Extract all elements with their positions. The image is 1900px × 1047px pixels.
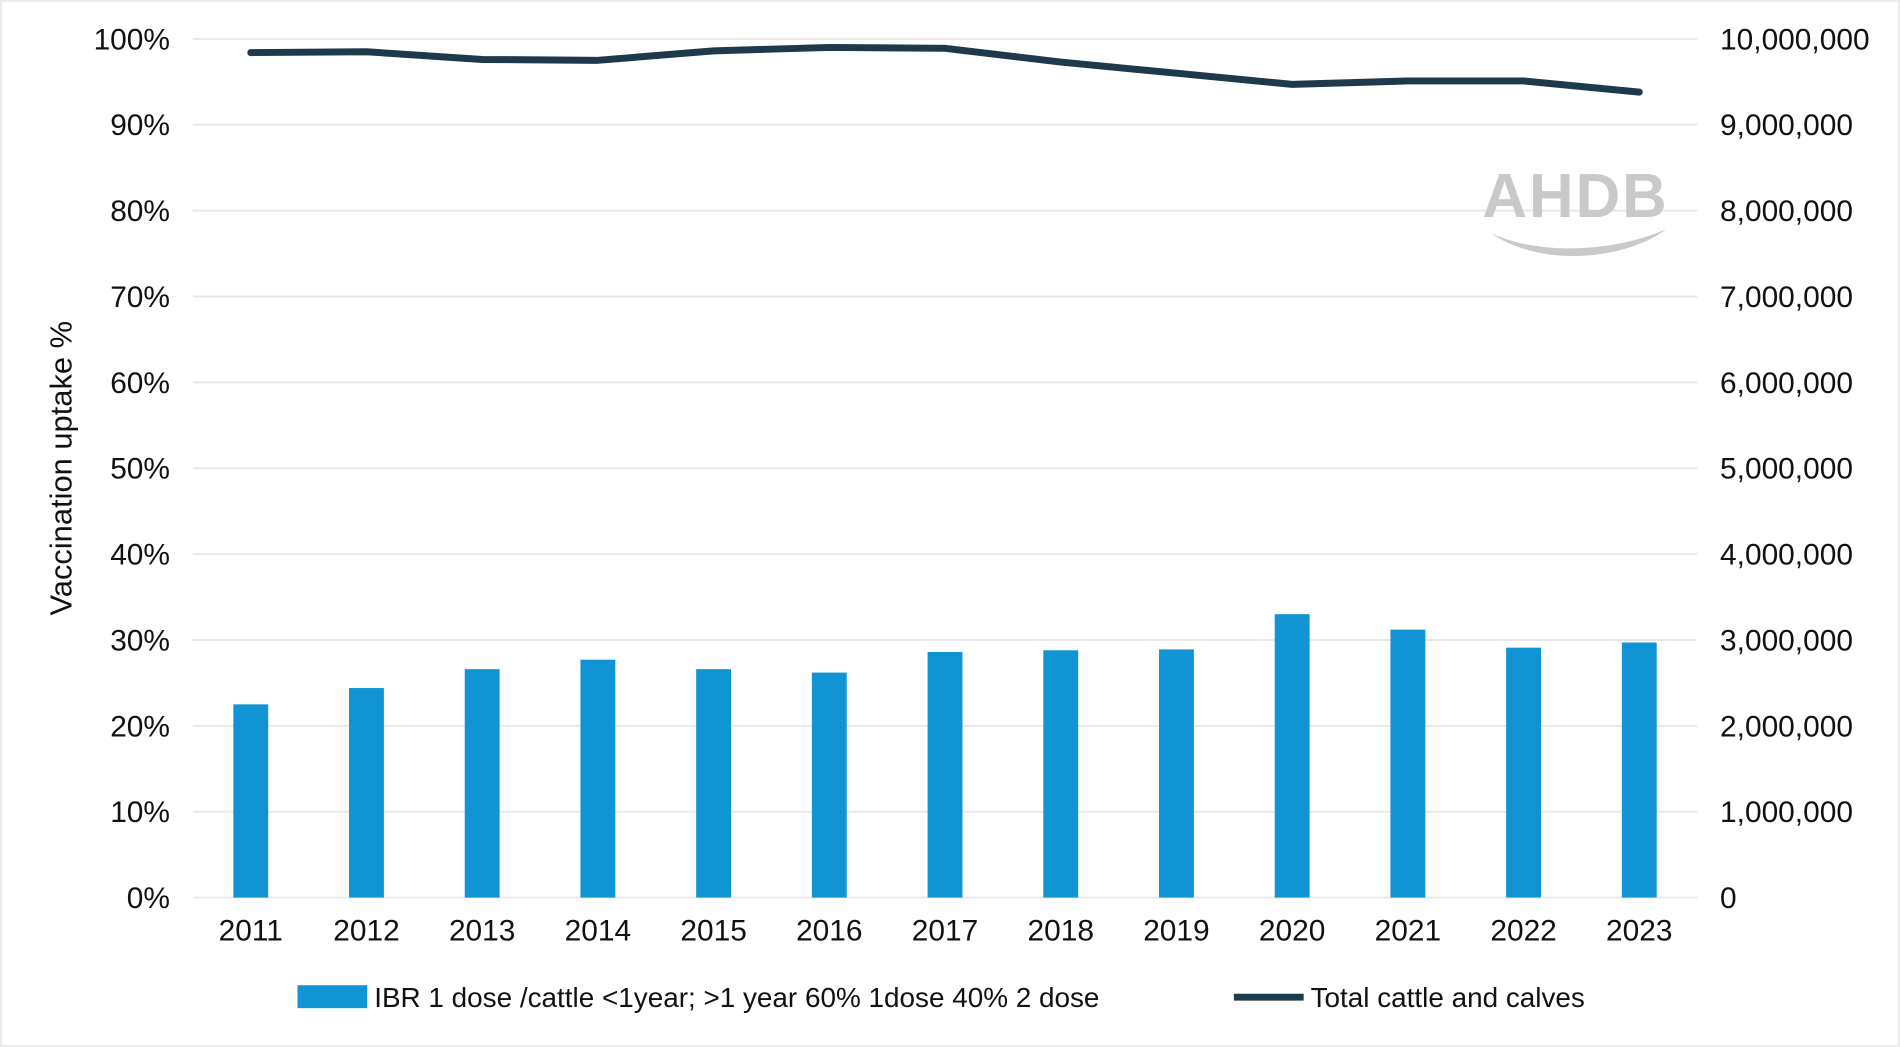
bar [1506, 647, 1542, 898]
gridlines [192, 37, 1698, 899]
x-axis-tick-label: 2023 [1606, 914, 1672, 947]
y-axis-left-tick-label: 50% [110, 453, 170, 486]
y-axis-right-tick-label: 8,000,000 [1720, 195, 1853, 228]
x-axis-tick-label: 2015 [680, 914, 746, 947]
y-axis-left-tick-label: 0% [127, 882, 170, 915]
y-axis-right-tick-label: 0 [1720, 882, 1737, 915]
x-axis-tick-label: 2016 [796, 914, 862, 947]
x-axis-labels: 2011 2012 2013 2014 2015 2016 2017 2018 2019 2020… [219, 914, 1673, 947]
y-axis-left-tick-label: 20% [110, 710, 170, 743]
watermark-swoosh-icon [1490, 229, 1667, 257]
watermark-text: AHDB [1482, 162, 1668, 231]
y-axis-right-tick-label: 7,000,000 [1720, 281, 1853, 314]
y-axis-right-tick-label: 6,000,000 [1720, 367, 1853, 400]
y-axis-left-tick-label: 80% [110, 195, 170, 228]
bar [811, 672, 847, 898]
x-axis-tick-label: 2017 [912, 914, 978, 947]
y-axis-left-tick-label: 60% [110, 367, 170, 400]
bar [580, 659, 616, 898]
legend-line-label: Total cattle and calves [1311, 982, 1585, 1013]
y-axis-right-tick-label: 1,000,000 [1720, 796, 1853, 829]
x-axis-tick-label: 2019 [1143, 914, 1209, 947]
bar [1274, 614, 1310, 898]
x-axis-tick-label: 2018 [1027, 914, 1093, 947]
y-axis-right-tick-label: 2,000,000 [1720, 710, 1853, 743]
x-axis-tick-label: 2020 [1259, 914, 1325, 947]
y-axis-left-labels: 0% 10% 20% 30% 40% 50% 60% 70% 80% 90% 100% [94, 23, 170, 915]
watermark: AHDB [1482, 162, 1668, 257]
y-axis-left-tick-label: 70% [110, 281, 170, 314]
x-axis-tick-label: 2014 [565, 914, 631, 947]
y-axis-left-tick-label: 100% [94, 23, 170, 56]
legend: IBR 1 dose /cattle <1year; >1 year 60% 1… [297, 982, 1585, 1013]
bar [1621, 642, 1657, 898]
y-axis-left-tick-label: 10% [110, 796, 170, 829]
bar [696, 669, 732, 898]
bar [349, 688, 384, 898]
x-axis-tick-label: 2022 [1490, 914, 1556, 947]
y-axis-right-tick-label: 3,000,000 [1720, 624, 1853, 657]
x-axis-tick-label: 2012 [333, 914, 399, 947]
y-axis-right-tick-label: 4,000,000 [1720, 539, 1853, 572]
legend-bar-swatch [297, 985, 368, 1009]
x-axis-tick-label: 2021 [1375, 914, 1441, 947]
legend-bar-label: IBR 1 dose /cattle <1year; >1 year 60% 1… [374, 982, 1099, 1013]
y-axis-right-tick-label: 5,000,000 [1720, 453, 1853, 486]
y-axis-right-labels: 0 1,000,000 2,000,000 3,000,000 4,000,000 5,0… [1720, 23, 1870, 915]
y-axis-right-tick-label: 9,000,000 [1720, 109, 1853, 142]
bar [1043, 650, 1079, 898]
y-axis-right-tick-label: 10,000,000 [1720, 23, 1870, 56]
line [247, 43, 1643, 96]
y-axis-left-tick-label: 90% [110, 109, 170, 142]
y-axis-left-tick-label: 40% [110, 539, 170, 572]
bar [464, 669, 500, 898]
y-axis-left-tick-label: 30% [110, 624, 170, 657]
x-axis-tick-label: 2011 [219, 914, 283, 947]
bar [1390, 629, 1426, 898]
y-axis-title: Vaccination uptake % [43, 321, 78, 616]
bar [1159, 649, 1194, 898]
bar [233, 704, 269, 898]
x-axis-tick-label: 2013 [449, 914, 515, 947]
bar [927, 651, 963, 898]
bar-series [233, 614, 1657, 898]
line-series [247, 43, 1643, 96]
